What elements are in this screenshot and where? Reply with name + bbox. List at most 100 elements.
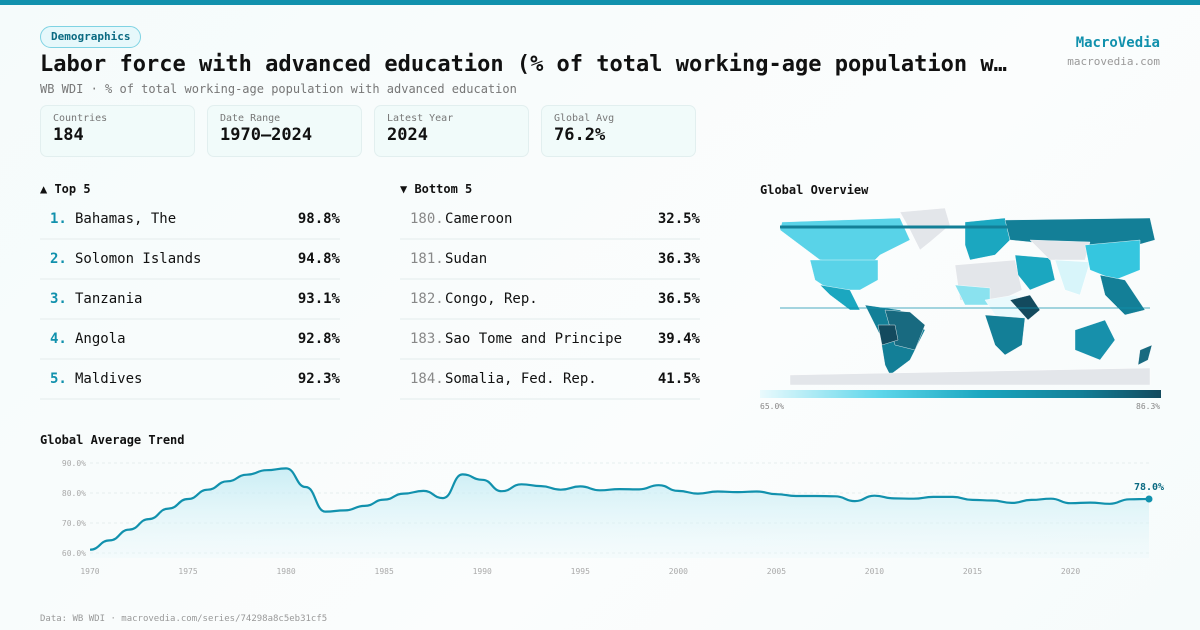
stat-card-latest-year: Latest Year 2024 — [374, 105, 529, 157]
country-value: 39.4% — [657, 331, 700, 347]
stat-value: 2024 — [387, 125, 428, 145]
country-name: Angola — [75, 331, 126, 347]
stat-label: Latest Year — [387, 113, 454, 124]
country-value: 32.5% — [657, 211, 700, 227]
x-tick-label: 2000 — [669, 567, 688, 576]
last-value-label: 78.0% — [1134, 482, 1164, 493]
stat-label: Countries — [53, 113, 108, 124]
map-antarctica — [789, 367, 1151, 385]
y-tick-label: 80.0% — [62, 489, 86, 498]
country-name: Congo, Rep. — [445, 291, 538, 307]
x-tick-label: 1975 — [178, 567, 197, 576]
x-tick-label: 1995 — [571, 567, 590, 576]
map-greenland — [899, 207, 951, 251]
top-accent-bar — [0, 0, 1200, 5]
list-item[interactable]: 2. Solomon Islands 94.8% — [40, 240, 340, 280]
stat-value: 1970–2024 — [220, 125, 313, 145]
map-color-legend — [760, 390, 1161, 398]
page-subtitle: WB WDI · % of total working-age populati… — [40, 82, 517, 96]
map-usa — [809, 259, 879, 291]
map-southeast-asia — [1099, 274, 1146, 316]
x-tick-label: 1970 — [80, 567, 99, 576]
stat-label: Global Avg — [554, 113, 615, 124]
list-item[interactable]: 4. Angola 92.8% — [40, 320, 340, 360]
rank-number: 180. — [410, 211, 444, 227]
country-name: Bahamas, The — [75, 211, 177, 227]
country-value: 98.8% — [297, 211, 340, 227]
map-canada — [779, 217, 911, 266]
country-name: Sao Tome and Principe — [445, 331, 623, 347]
map-east-africa — [1009, 294, 1041, 321]
data-point — [1145, 495, 1153, 503]
map-bolivia — [877, 324, 899, 346]
list-item[interactable]: 5. Maldives 92.3% — [40, 360, 340, 400]
country-value: 92.8% — [297, 331, 340, 347]
x-tick-label: 2005 — [767, 567, 786, 576]
rank-number: 5. — [50, 371, 67, 387]
x-tick-label: 1985 — [375, 567, 394, 576]
country-name: Solomon Islands — [75, 251, 202, 267]
stat-value: 184 — [53, 125, 84, 145]
list-item[interactable]: 180. Cameroon 32.5% — [400, 200, 700, 240]
country-name: Maldives — [75, 371, 143, 387]
category-badge[interactable]: Demographics — [40, 26, 142, 48]
list-item[interactable]: 3. Tanzania 93.1% — [40, 280, 340, 320]
rank-number: 181. — [410, 251, 444, 267]
country-value: 93.1% — [297, 291, 340, 307]
x-tick-label: 2010 — [865, 567, 884, 576]
y-tick-label: 70.0% — [62, 519, 86, 528]
map-australia — [1074, 319, 1116, 361]
map-heading: Global Overview — [760, 183, 869, 197]
map-southern-africa — [984, 314, 1026, 356]
y-tick-label: 90.0% — [62, 459, 86, 468]
rank-number: 4. — [50, 331, 67, 347]
rank-number: 182. — [410, 291, 444, 307]
country-name: Cameroon — [445, 211, 513, 227]
bottom-5-list: 180. Cameroon 32.5% 181. Sudan 36.3% 182. Congo… — [400, 200, 700, 400]
y-tick-label: 60.0% — [62, 549, 86, 558]
map-central-asia — [1029, 239, 1091, 261]
map-mexico — [819, 284, 861, 311]
trend-area — [90, 468, 1149, 558]
x-tick-label: 2015 — [963, 567, 982, 576]
top-5-heading: ▲ Top 5 — [40, 182, 91, 196]
country-value: 94.8% — [297, 251, 340, 267]
legend-max-label: 86.3% — [1136, 402, 1161, 411]
list-item[interactable]: 183. Sao Tome and Principe 39.4% — [400, 320, 700, 360]
brand-logo[interactable]: MacroVedia — [1075, 35, 1160, 51]
trend-chart: 60.0% 70.0% 80.0% 90.0% 1970 1975 1980 1985 1990… — [62, 459, 1164, 576]
country-value: 41.5% — [657, 371, 700, 387]
list-item[interactable]: 181. Sudan 36.3% — [400, 240, 700, 280]
rank-number: 3. — [50, 291, 67, 307]
map-west-africa — [954, 284, 991, 306]
stat-card-global-avg: Global Avg 76.2% — [541, 105, 696, 157]
stat-card-date-range: Date Range 1970–2024 — [207, 105, 362, 157]
list-item[interactable]: 184. Somalia, Fed. Rep. 41.5% — [400, 360, 700, 400]
trend-heading: Global Average Trend — [40, 433, 185, 447]
country-name: Sudan — [445, 251, 488, 267]
stat-value: 76.2% — [554, 125, 606, 145]
country-name: Tanzania — [75, 291, 143, 307]
top-5-list: 1. Bahamas, The 98.8% 2. Solomon Islands 94.8… — [40, 200, 340, 400]
trend-line — [89, 467, 1150, 551]
map-new-zealand — [1137, 344, 1153, 366]
stat-label: Date Range — [220, 113, 281, 124]
brand-domain: macrovedia.com — [1067, 55, 1160, 68]
list-item[interactable]: 1. Bahamas, The 98.8% — [40, 200, 340, 240]
rank-number: 2. — [50, 251, 67, 267]
country-value: 36.5% — [657, 291, 700, 307]
footer-source[interactable]: Data: WB WDI · macrovedia.com/series/742… — [40, 614, 328, 624]
country-value: 36.3% — [657, 251, 700, 267]
rank-number: 184. — [410, 371, 444, 387]
country-value: 92.3% — [297, 371, 340, 387]
legend-min-label: 65.0% — [760, 402, 785, 411]
page-title: Labor force with advanced education (% o… — [40, 52, 1010, 77]
world-map[interactable] — [760, 200, 1170, 385]
map-india — [1054, 259, 1091, 296]
x-tick-label: 2020 — [1061, 567, 1080, 576]
bottom-5-heading: ▼ Bottom 5 — [400, 182, 473, 196]
country-name: Somalia, Fed. Rep. — [445, 371, 597, 387]
list-item[interactable]: 182. Congo, Rep. 36.5% — [400, 280, 700, 320]
map-middle-east — [1014, 254, 1056, 291]
map-china — [1084, 239, 1141, 281]
